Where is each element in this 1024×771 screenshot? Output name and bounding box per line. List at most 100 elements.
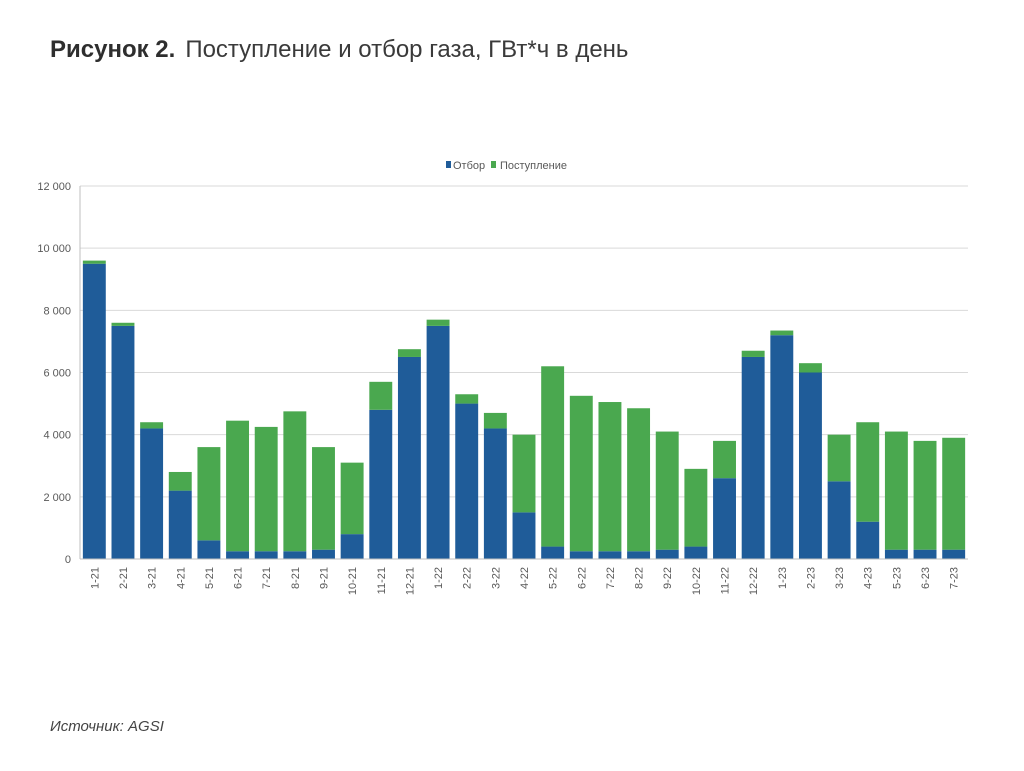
legend-swatch-withdrawal (446, 161, 451, 168)
bar-injection (426, 319, 450, 326)
x-tick-label: 6-23 (920, 567, 932, 589)
x-tick-label: 10-22 (691, 567, 703, 595)
figure-title: Рисунок 2. Поступление и отбор газа, ГВт*… (50, 36, 628, 64)
bar-injection (942, 437, 966, 550)
bar-withdrawal (82, 263, 106, 559)
source-label: Источник: (50, 718, 124, 735)
source-note: Источник: AGSI (50, 718, 164, 735)
bar-injection (397, 349, 421, 357)
x-tick-label: 1-21 (89, 567, 101, 589)
bar-withdrawal (168, 490, 192, 559)
bar-withdrawal (655, 549, 679, 559)
bar-withdrawal (598, 551, 622, 559)
x-tick-label: 5-21 (204, 567, 216, 589)
x-tick-label: 5-22 (548, 567, 560, 589)
x-tick-label: 11-21 (376, 567, 388, 594)
bar-injection (598, 402, 622, 552)
bar-withdrawal (140, 428, 164, 559)
bar-withdrawal (512, 512, 536, 560)
x-tick-label: 7-22 (605, 567, 617, 589)
bar-injection (569, 395, 593, 552)
x-axis: 1-21 2-21 3-21 4-21 5-21 6-21 7-21 8-21 9-21 10-2… (80, 558, 968, 595)
chart-bars (82, 260, 966, 560)
bar-withdrawal (684, 546, 708, 559)
bar-injection (913, 440, 937, 550)
bar-injection (168, 471, 192, 491)
x-tick-label: 3-23 (834, 567, 846, 589)
legend-label-injection: Поступление (500, 160, 567, 172)
bar-injection (741, 350, 765, 357)
bar-withdrawal (741, 356, 765, 559)
bar-withdrawal (340, 534, 364, 559)
legend-swatch-injection (491, 161, 496, 168)
bar-withdrawal (798, 372, 822, 559)
x-tick-label: 12-22 (748, 567, 760, 595)
bar-withdrawal (312, 549, 335, 559)
bar-withdrawal (942, 549, 966, 559)
bar-withdrawal (884, 549, 908, 559)
bar-withdrawal (226, 551, 250, 559)
x-tick-label: 6-22 (576, 567, 588, 589)
bar-withdrawal (197, 540, 221, 559)
bar-injection (283, 411, 307, 552)
bar-withdrawal (541, 546, 565, 559)
y-tick-label: 4 000 (43, 430, 71, 442)
bar-withdrawal (397, 356, 421, 559)
x-tick-label: 3-21 (147, 567, 159, 589)
bar-injection (627, 408, 651, 552)
y-axis: 0 2 000 4 000 6 000 8 000 10 000 12 000 (37, 181, 81, 566)
x-tick-label: 4-23 (863, 567, 875, 589)
bar-injection (369, 381, 393, 410)
source-value: AGSI (128, 718, 164, 735)
x-tick-label: 2-22 (462, 567, 474, 589)
bar-injection (713, 440, 736, 479)
x-tick-label: 4-22 (519, 567, 531, 589)
x-tick-label: 9-21 (318, 567, 330, 589)
bar-withdrawal (770, 335, 794, 559)
bar-withdrawal (627, 551, 651, 559)
bar-injection (340, 462, 364, 535)
figure-caption: Поступление и отбор газа, ГВт*ч в день (185, 36, 629, 63)
x-tick-label: 5-23 (891, 567, 903, 589)
bar-injection (197, 447, 221, 541)
bar-injection (226, 420, 250, 552)
bar-injection (541, 366, 565, 547)
x-tick-label: 10-21 (347, 567, 359, 595)
bar-withdrawal (426, 325, 450, 560)
legend-label-withdrawal: Отбор (453, 160, 485, 172)
chart-legend: Отбор Поступление (446, 160, 567, 172)
x-tick-label: 4-21 (175, 567, 187, 589)
bar-withdrawal (369, 409, 393, 559)
bar-injection (483, 412, 507, 429)
bar-injection (82, 260, 106, 264)
x-tick-label: 8-21 (290, 567, 302, 589)
bar-withdrawal (856, 521, 880, 559)
x-tick-label: 7-23 (949, 567, 961, 589)
bar-injection (684, 468, 708, 547)
bar-withdrawal (827, 481, 851, 559)
bar-injection (856, 422, 880, 522)
figure-number: Рисунок 2. (50, 36, 176, 63)
x-tick-label: 2-21 (118, 567, 130, 589)
bar-injection (140, 422, 164, 429)
x-tick-label: 2-23 (805, 567, 817, 589)
x-tick-label: 9-22 (662, 567, 674, 589)
bar-injection (111, 322, 135, 326)
y-tick-label: 10 000 (37, 243, 71, 255)
bar-injection (455, 394, 479, 404)
y-tick-label: 8 000 (43, 305, 71, 317)
bar-withdrawal (283, 551, 307, 559)
bar-withdrawal (483, 428, 507, 559)
x-tick-label: 11-22 (720, 567, 732, 594)
bar-injection (770, 330, 794, 336)
y-tick-label: 6 000 (43, 368, 71, 380)
bar-injection (827, 434, 851, 482)
bar-injection (254, 426, 278, 552)
x-tick-label: 1-23 (777, 567, 789, 589)
x-tick-label: 8-22 (634, 567, 646, 589)
bar-injection (655, 431, 679, 550)
y-tick-label: 2 000 (43, 492, 71, 504)
bar-withdrawal (254, 551, 278, 559)
bar-withdrawal (111, 325, 135, 560)
bar-withdrawal (913, 549, 937, 559)
